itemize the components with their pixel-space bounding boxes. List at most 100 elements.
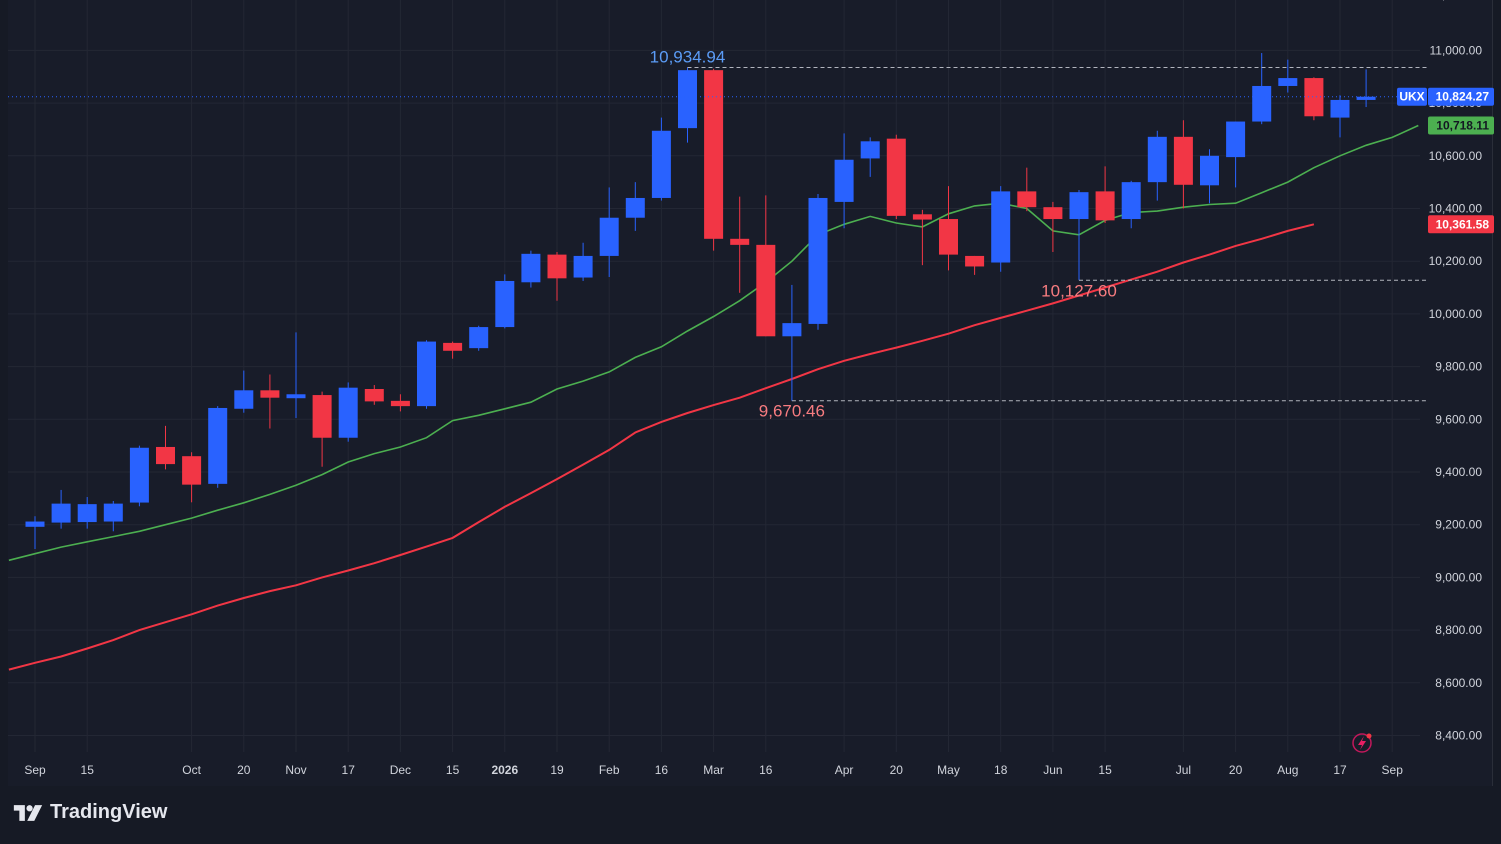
time-tick-label: 15 (446, 763, 460, 777)
price-tick-label: 9,800.00 (1435, 360, 1482, 374)
candle (678, 67, 697, 143)
price-axis[interactable]: 8,400.00 8,600.00 8,800.00 9,000.00 9,200.00… (1397, 0, 1494, 743)
candle (573, 242, 593, 281)
candle-body (599, 217, 619, 256)
candle-body (208, 407, 228, 484)
candle-body (1330, 99, 1350, 118)
candle (1226, 121, 1246, 188)
candle-body (1147, 136, 1167, 183)
candle-body (756, 244, 776, 337)
time-tick-label: Mar (703, 763, 724, 777)
price-tick-label: 8,600.00 (1435, 676, 1482, 690)
candle (1147, 130, 1167, 201)
candle-body (495, 280, 515, 328)
candle-body (965, 255, 985, 267)
price-tick-label: 9,000.00 (1435, 570, 1482, 584)
time-tick-label: Apr (835, 763, 854, 777)
time-tick-label: 15 (1098, 763, 1112, 777)
price-tick-label: 11,000.00 (1430, 43, 1483, 57)
candle-body (573, 255, 593, 278)
time-tick-label: 16 (759, 763, 773, 777)
candle (912, 209, 932, 266)
candle-body (547, 254, 567, 279)
time-tick-label: Feb (599, 763, 620, 777)
candle (547, 251, 567, 301)
candle (443, 341, 463, 359)
candle (312, 391, 332, 467)
time-tick-label: Nov (285, 763, 306, 777)
candle (965, 255, 985, 275)
candle (469, 325, 489, 351)
candle-body (1121, 182, 1141, 220)
candle (521, 250, 541, 288)
candle (208, 406, 228, 488)
symbol-tag: UKX (1397, 87, 1427, 106)
price-tick-label: 9,600.00 (1435, 412, 1482, 426)
tradingview-logo-icon (13, 804, 43, 821)
footer-bar (0, 786, 1501, 844)
candle (782, 284, 802, 401)
time-tick-label: Aug (1277, 763, 1298, 777)
price-chart[interactable]: 10,934.94 9,670.46 10,127.60 8,400.00 8,600… (8, 0, 1500, 786)
candle-body (991, 191, 1011, 263)
candle-body (103, 503, 123, 522)
candle (808, 194, 828, 330)
candle (182, 452, 202, 503)
lightning-bolt-icon[interactable] (1352, 733, 1372, 753)
chart-pane[interactable]: 10,934.94 9,670.46 10,127.60 8,400.00 8,600… (8, 0, 1494, 787)
candle (651, 117, 671, 201)
candle-body (286, 394, 306, 399)
candle-body (1226, 121, 1246, 158)
candle (364, 385, 384, 405)
candle-body (234, 390, 254, 409)
price-tick-label: 11,200.00 (1430, 0, 1483, 2)
time-tick-label: 18 (994, 763, 1008, 777)
candle (129, 445, 149, 507)
candle (599, 187, 619, 278)
time-tick-label: 2026 (491, 763, 518, 777)
candles (25, 53, 1376, 549)
time-tick-label: Sep (24, 763, 46, 777)
candle-body (834, 159, 854, 202)
ma-long-tag-bg (1428, 215, 1494, 234)
price-tick-label: 8,400.00 (1435, 729, 1482, 743)
price-tick-label: 10,600.00 (1429, 149, 1483, 163)
price-tick-label: 8,800.00 (1435, 623, 1482, 637)
candle-body (625, 197, 645, 218)
time-tick-label: 20 (890, 763, 904, 777)
symbol-tag-text: UKX (1399, 90, 1424, 104)
ma-long-tag-text: 10,361.58 (1436, 217, 1490, 231)
candle (834, 133, 854, 229)
candle (1095, 166, 1115, 223)
candle (260, 374, 280, 429)
candle (1043, 201, 1063, 252)
candle-body (1304, 78, 1324, 117)
price-tick-label: 9,200.00 (1435, 518, 1482, 532)
candle-body (1069, 192, 1089, 220)
tradingview-brand[interactable]: TradingView (12, 801, 167, 824)
candle (417, 340, 436, 409)
ma-long-tag: 10,361.58 (1428, 215, 1494, 234)
candle (1200, 149, 1219, 204)
candle-body (886, 138, 906, 216)
candle (1069, 190, 1089, 281)
time-tick-label: Jul (1176, 763, 1191, 777)
candle (390, 394, 410, 412)
candle (77, 497, 97, 529)
candle-body (704, 70, 724, 239)
symbol-tag-bg (1397, 87, 1427, 106)
candle (1173, 120, 1193, 209)
time-tick-label: Jun (1043, 763, 1062, 777)
ma-short-tag-bg (1428, 116, 1494, 135)
candle-body (1278, 78, 1298, 86)
candle (234, 370, 254, 413)
time-tick-label: 19 (550, 763, 564, 777)
time-axis[interactable]: Sep 15 Oct 20 Nov 17 Dec 15 2026 19 Feb 16 Mar 16 Apr 2… (24, 763, 1403, 777)
candle-body (443, 342, 463, 351)
candle-body (77, 504, 97, 523)
candle-body (1173, 136, 1193, 185)
candle (1017, 167, 1037, 212)
candle (1252, 53, 1272, 125)
candle-body (338, 387, 358, 438)
